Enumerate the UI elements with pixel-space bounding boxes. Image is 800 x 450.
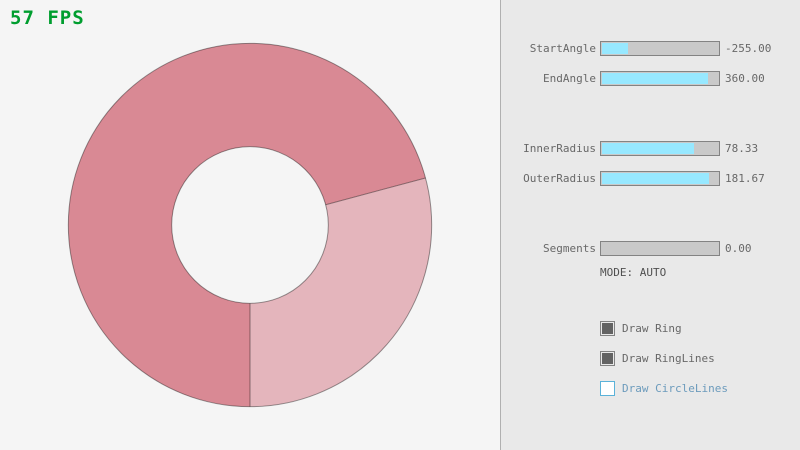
draw-ring-label: Draw Ring (622, 321, 682, 335)
draw-ringlines-label: Draw RingLines (622, 351, 715, 365)
ring-sector-dark (68, 43, 426, 407)
draw-ring-checkbox[interactable] (600, 320, 615, 336)
segments-label: Segments (543, 242, 596, 255)
ring-inner-outline (171, 146, 329, 304)
mode-text: MODE: AUTO (600, 266, 667, 279)
fps-counter: 57 FPS (10, 7, 85, 29)
startangle-slider-fill (602, 43, 628, 54)
segments-value: 0.00 (725, 242, 752, 255)
outerradius-value: 181.67 (725, 172, 765, 185)
innerradius-value: 78.33 (725, 142, 759, 155)
ring-outer-outline (67, 42, 433, 408)
outerradius-slider[interactable] (600, 171, 720, 186)
outerradius-slider-fill (602, 173, 710, 184)
innerradius-slider-fill (602, 143, 695, 154)
innerradius-slider[interactable] (600, 141, 720, 156)
draw-circlelines-row: Draw CircleLines (600, 380, 728, 396)
segments-row: Segments 0.00 (505, 241, 752, 256)
startangle-value: -255.00 (725, 42, 772, 55)
startangle-label: StartAngle (529, 42, 596, 55)
innerradius-row: InnerRadius 78.33 (505, 141, 758, 156)
endangle-slider[interactable] (600, 71, 720, 86)
startangle-row: StartAngle -255.00 (505, 41, 771, 56)
draw-circlelines-checkbox[interactable] (600, 380, 615, 396)
endangle-slider-fill (602, 73, 709, 84)
draw-ring-row: Draw Ring (600, 320, 682, 336)
endangle-value: 360.00 (725, 72, 765, 85)
ring-cap-line-upper (325, 177, 426, 206)
ring-figure (67, 42, 433, 408)
draw-ringlines-row: Draw RingLines (600, 350, 715, 366)
draw-circlelines-label: Draw CircleLines (622, 381, 728, 395)
draw-ringlines-checkbox[interactable] (600, 350, 615, 366)
ring-sector-light (250, 177, 432, 407)
outerradius-label: OuterRadius (523, 172, 596, 185)
render-canvas: 57 FPS (10, 7, 433, 408)
startangle-slider[interactable] (600, 41, 720, 56)
outerradius-row: OuterRadius 181.67 (505, 171, 765, 186)
endangle-label: EndAngle (543, 72, 596, 85)
innerradius-label: InnerRadius (523, 142, 596, 155)
endangle-row: EndAngle 360.00 (505, 71, 765, 86)
segments-slider[interactable] (600, 241, 720, 256)
